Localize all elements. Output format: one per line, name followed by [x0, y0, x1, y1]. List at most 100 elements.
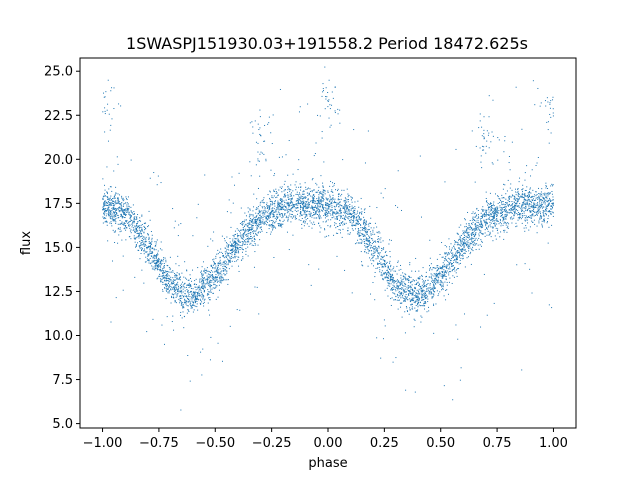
data-point: [252, 233, 254, 235]
data-point: [525, 208, 527, 210]
data-point: [279, 220, 281, 222]
data-point: [415, 296, 417, 298]
data-point: [505, 209, 507, 211]
data-point: [156, 254, 157, 256]
data-point: [141, 237, 143, 239]
data-point: [343, 207, 345, 209]
data-point: [448, 246, 450, 248]
data-point: [248, 223, 250, 225]
data-point: [395, 270, 397, 272]
data-point: [365, 240, 367, 242]
data-point: [385, 262, 387, 264]
data-point: [221, 270, 223, 272]
data-point: [154, 267, 156, 269]
data-point: [252, 215, 254, 217]
data-point: [456, 251, 458, 253]
data-point: [421, 284, 423, 286]
data-point: [457, 268, 459, 270]
data-point: [206, 280, 208, 282]
data-point: [181, 303, 183, 305]
data-point: [153, 249, 155, 251]
data-point: [389, 262, 391, 264]
data-point: [260, 231, 261, 233]
data-point: [346, 188, 348, 190]
data-point: [186, 300, 188, 302]
data-point: [550, 211, 552, 213]
data-point: [480, 227, 482, 229]
data-point: [262, 222, 264, 224]
data-point: [210, 289, 212, 291]
data-point: [133, 212, 135, 214]
data-point: [318, 215, 320, 217]
data-point: [250, 221, 252, 223]
data-point: [364, 228, 366, 230]
data-point: [235, 244, 237, 246]
data-point: [390, 273, 392, 275]
data-point: [272, 207, 274, 209]
data-point: [356, 219, 358, 221]
data-point: [171, 283, 173, 285]
data-point: [390, 298, 392, 300]
data-point: [350, 199, 352, 201]
data-point: [109, 217, 111, 219]
data-point: [421, 288, 423, 290]
data-point: [469, 226, 471, 228]
data-point: [542, 210, 544, 212]
data-point: [324, 217, 326, 219]
data-point: [201, 296, 203, 298]
data-point: [248, 216, 250, 218]
data-point: [260, 215, 262, 217]
data-point: [403, 298, 405, 300]
data-point: [178, 265, 180, 267]
data-point: [139, 236, 141, 238]
data-point: [104, 205, 106, 207]
data-point: [413, 290, 415, 292]
data-point: [174, 276, 176, 278]
data-point: [369, 244, 371, 246]
data-point: [366, 231, 368, 233]
data-point: [439, 284, 441, 286]
data-point: [424, 296, 426, 298]
data-point: [538, 197, 540, 199]
data-point: [423, 280, 425, 282]
data-point: [208, 281, 210, 283]
data-point: [518, 206, 520, 208]
data-point: [492, 211, 494, 213]
data-point: [502, 201, 504, 203]
data-point: [157, 261, 159, 263]
data-point: [258, 221, 260, 223]
data-point: [489, 224, 491, 226]
data-point: [524, 203, 526, 205]
data-point: [214, 277, 216, 279]
data-point: [537, 210, 539, 212]
data-point: [231, 252, 233, 254]
data-point: [318, 203, 320, 205]
data-point: [474, 244, 476, 246]
data-point: [168, 290, 170, 292]
data-point: [143, 225, 145, 227]
data-point: [248, 222, 250, 224]
data-point: [214, 284, 216, 286]
data-point: [530, 196, 532, 198]
data-point: [266, 218, 268, 220]
data-point: [175, 286, 177, 288]
data-point: [434, 267, 436, 269]
data-point: [287, 202, 289, 204]
data-point: [552, 202, 554, 204]
data-point: [396, 299, 398, 301]
data-point: [523, 200, 525, 202]
data-point: [293, 204, 295, 206]
data-point: [546, 222, 548, 224]
data-point: [337, 232, 339, 234]
data-point: [549, 192, 551, 194]
data-point: [208, 277, 210, 279]
data-point: [507, 205, 509, 207]
data-point: [194, 294, 196, 296]
data-point: [427, 287, 429, 289]
data-point: [106, 191, 108, 193]
data-point: [350, 208, 352, 210]
data-point: [151, 255, 153, 257]
data-point: [138, 245, 140, 247]
data-point: [461, 238, 463, 240]
data-point: [440, 282, 442, 284]
